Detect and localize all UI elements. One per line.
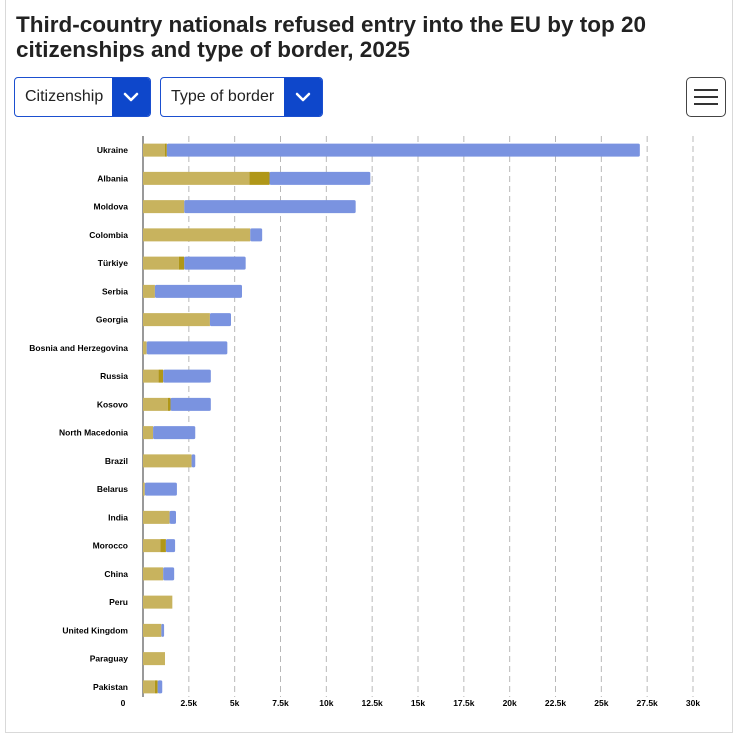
category-label: Albania [97, 173, 128, 183]
bar-segment [143, 595, 173, 609]
category-label: United Kingdom [62, 625, 128, 635]
x-tick-label: 30k [686, 698, 700, 708]
citizenship-dropdown-label: Citizenship [25, 88, 104, 105]
bar-segment [143, 623, 162, 637]
category-label: Pakistan [93, 682, 128, 692]
bar-segment [160, 539, 166, 553]
bar-segment [146, 341, 228, 355]
bar-segment [154, 680, 158, 694]
category-label: Moldova [94, 202, 129, 212]
bar-segment [250, 228, 263, 242]
bar-segment [154, 284, 242, 298]
bar-segment [143, 369, 159, 383]
x-tick-label: 2.5k [181, 698, 198, 708]
bar-segment [144, 482, 177, 496]
bar-segment [191, 454, 196, 468]
border-type-dropdown-label: Type of border [171, 88, 275, 105]
category-label: China [104, 569, 128, 579]
bar-segment [153, 426, 196, 440]
bar-segment [143, 680, 155, 694]
bar-segment [143, 567, 164, 581]
x-tick-label: 25k [594, 698, 608, 708]
bar-segment [184, 256, 246, 270]
bar-segment [143, 200, 185, 214]
bar-segment [167, 397, 171, 411]
x-tick-label: 20k [503, 698, 517, 708]
bar-segment [165, 143, 167, 157]
bar-segment [166, 143, 640, 157]
bar-segment [143, 426, 154, 440]
x-tick-label: 27.5k [637, 698, 659, 708]
category-label: Morocco [93, 541, 128, 551]
category-label: Paraguay [90, 654, 129, 664]
bar-segment [178, 256, 185, 270]
x-tick-label: 0 [121, 698, 126, 708]
category-label: Serbia [102, 286, 128, 296]
bar-segment [143, 482, 145, 496]
bar-segment [157, 680, 163, 694]
bar-segment [161, 623, 165, 637]
bar-segment [143, 256, 179, 270]
bar-segment [249, 171, 270, 185]
citizenship-dropdown[interactable]: Citizenship [14, 77, 151, 117]
bar-segment [163, 567, 175, 581]
bar-segment [143, 228, 251, 242]
bar-segment [143, 143, 165, 157]
category-label: Peru [109, 597, 128, 607]
chart-title: Third-country nationals refused entry in… [16, 12, 647, 62]
category-label: Colombia [89, 230, 128, 240]
bar-segment [143, 652, 165, 666]
category-label: Bosnia and Herzegovina [29, 343, 128, 353]
category-label: Brazil [105, 456, 128, 466]
x-tick-label: 15k [411, 698, 425, 708]
chevron-down-icon[interactable] [284, 78, 322, 116]
bar-segment [143, 454, 192, 468]
x-tick-label: 17.5k [453, 698, 475, 708]
chart-container [5, 0, 733, 733]
category-label: Georgia [96, 315, 128, 325]
bar-segment [143, 510, 170, 524]
x-tick-label: 7.5k [272, 698, 289, 708]
x-tick-label: 10k [319, 698, 333, 708]
category-label: Türkiye [98, 258, 129, 268]
x-tick-label: 5k [230, 698, 240, 708]
bar-segment [143, 341, 147, 355]
x-tick-label: 22.5k [545, 698, 567, 708]
bar-segment [209, 313, 231, 327]
bar-segment [169, 510, 176, 524]
bar-segment [158, 369, 164, 383]
bar-segment [143, 397, 168, 411]
category-label: Ukraine [97, 145, 128, 155]
bar-segment [269, 171, 371, 185]
chevron-down-icon[interactable] [112, 78, 150, 116]
category-label: North Macedonia [59, 428, 128, 438]
border-type-dropdown[interactable]: Type of border [160, 77, 323, 117]
bar-segment [165, 539, 176, 553]
category-label: Belarus [97, 484, 128, 494]
bar-segment [143, 313, 210, 327]
bar-segment [143, 539, 161, 553]
category-label: Russia [100, 371, 128, 381]
hamburger-menu-icon[interactable] [686, 77, 726, 117]
bar-segment [163, 369, 211, 383]
bar-segment [170, 397, 211, 411]
bar-segment [184, 200, 356, 214]
bar-segment [143, 171, 250, 185]
bar-segment [143, 284, 155, 298]
category-label: India [108, 512, 128, 522]
x-tick-label: 12.5k [362, 698, 384, 708]
category-label: Kosovo [97, 399, 128, 409]
